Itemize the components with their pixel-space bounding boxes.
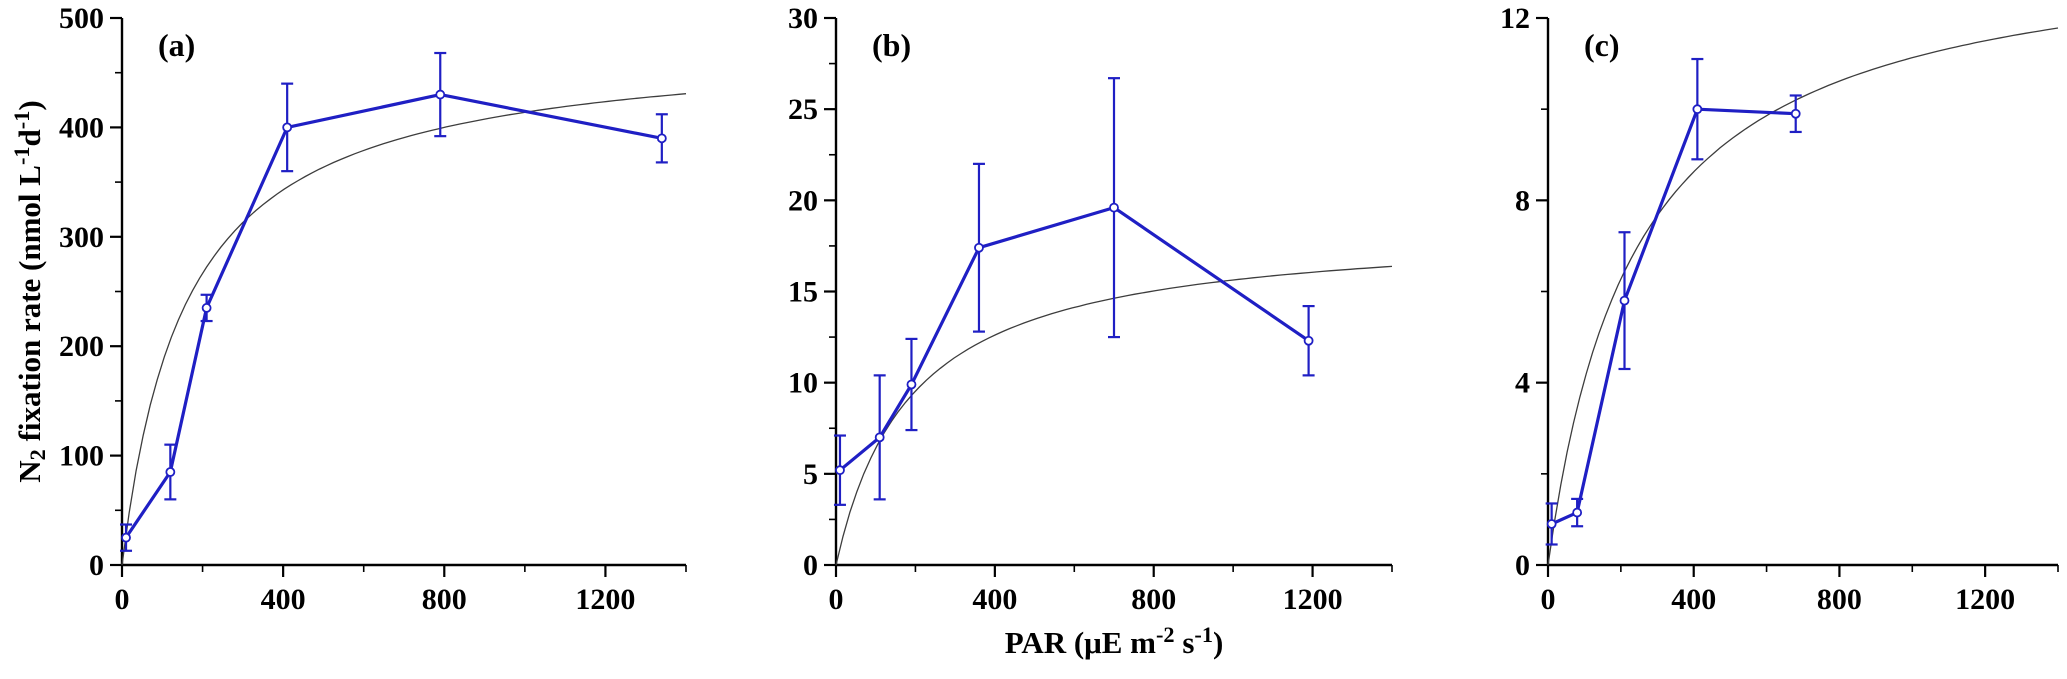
y-tick-label: 500 [59, 2, 104, 35]
y-tick-label: 5 [803, 458, 818, 491]
data-marker [1572, 507, 1583, 518]
y-tick-label: 4 [1515, 367, 1530, 400]
panel-label-c: (c) [1584, 27, 1620, 63]
y-axis-label: N2 fixation rate (nmol L-1d-1) [9, 100, 50, 482]
panel-c: 0 400 800 1200 0 4 8 12 (c) [1500, 2, 2059, 616]
x-tick-label: 1200 [575, 583, 635, 616]
data-series [833, 77, 1315, 506]
data-marker [1109, 202, 1119, 213]
data-marker [1546, 519, 1557, 529]
y-tick-label: 0 [1515, 549, 1530, 582]
y-tick-label: 0 [803, 549, 818, 582]
panel-a: 0 400 800 1200 0 100 200 300 400 500 (a) [59, 2, 687, 616]
data-series [1545, 57, 1802, 546]
data-marker [874, 432, 885, 443]
panel-b: 0 400 800 1200 0 5 10 15 20 25 30 (b) [788, 2, 1393, 616]
y-tick-label: 25 [788, 93, 818, 126]
x-tick-label: 1200 [1283, 583, 1343, 616]
data-marker [1790, 108, 1801, 119]
data-line [124, 92, 664, 540]
y-tick-label: 100 [59, 440, 104, 473]
data-marker [835, 465, 845, 476]
data-marker [121, 532, 131, 543]
data-marker [201, 303, 212, 313]
y-tick-label: 30 [788, 2, 818, 35]
y-tick-label: 15 [788, 276, 818, 309]
x-tick-label: 800 [1817, 583, 1862, 616]
y-tick-label: 10 [788, 367, 818, 400]
x-tick-label: 400 [972, 583, 1017, 616]
x-axis-label: PAR (μE m-2 s-1) [1005, 622, 1224, 660]
data-marker [1619, 295, 1630, 306]
x-tick-label: 400 [1671, 583, 1716, 616]
x-tick-label: 1200 [1955, 583, 2015, 616]
x-tick-label: 800 [422, 583, 467, 616]
x-tick-label: 0 [1541, 583, 1556, 616]
data-marker [656, 133, 667, 144]
y-tick-label: 12 [1500, 2, 1530, 35]
data-marker [1692, 104, 1703, 115]
data-line [1549, 107, 1798, 526]
panel-label-b: (b) [872, 27, 911, 63]
fit-curve [1547, 27, 2059, 566]
x-tick-label: 800 [1131, 583, 1176, 616]
x-tick-label: 0 [115, 583, 130, 616]
y-tick-label: 300 [59, 221, 104, 254]
x-tick-label: 400 [261, 583, 306, 616]
y-tick-label: 200 [59, 330, 104, 363]
y-tick-label: 20 [788, 184, 818, 217]
data-series [120, 51, 668, 552]
panel-label-a: (a) [158, 27, 195, 63]
data-marker [974, 242, 984, 253]
data-marker [435, 89, 446, 100]
data-marker [165, 467, 176, 477]
data-marker [1303, 335, 1314, 346]
data-marker [282, 122, 293, 133]
x-tick-label: 0 [829, 583, 844, 616]
y-tick-label: 0 [89, 549, 104, 582]
fit-curve [121, 93, 687, 566]
data-marker [906, 379, 917, 390]
y-tick-label: 400 [59, 111, 104, 144]
data-line [838, 206, 1311, 472]
y-tick-label: 8 [1515, 184, 1530, 217]
